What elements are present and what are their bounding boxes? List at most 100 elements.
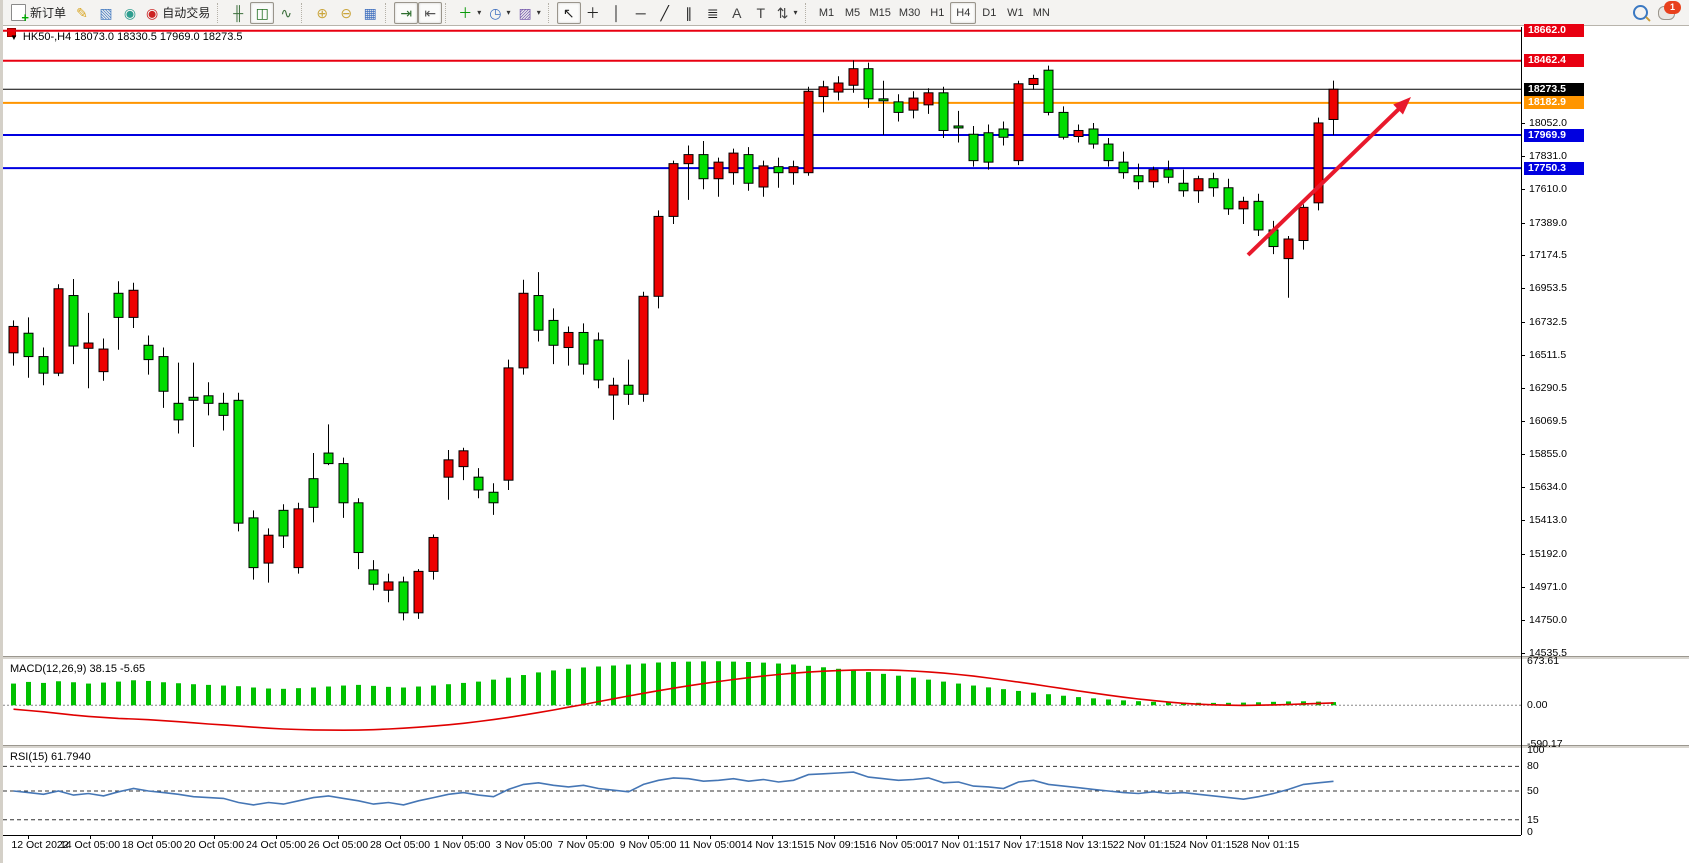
level-price-badge[interactable]: 18662.0 — [1524, 24, 1584, 38]
templates-button[interactable]: ▨ ▾ — [515, 2, 545, 24]
candle — [353, 498, 364, 570]
rsi-scale-label: 0 — [1527, 826, 1533, 838]
timeframe-m30-button[interactable]: M30 — [895, 2, 924, 24]
toolbar-group: ⇥ ⇤ — [394, 1, 443, 25]
chevron-down-icon: ▾ — [506, 8, 511, 17]
periods-button[interactable]: ◷ ▾ — [485, 2, 514, 24]
candlestick-chart-button[interactable]: ◫ — [250, 1, 275, 24]
price-tick-mark — [1521, 288, 1525, 290]
toolbar-separator — [445, 2, 451, 23]
candle — [458, 447, 469, 481]
arrows-button[interactable]: ⇅ ▾ — [773, 2, 802, 24]
timeframe-d1-button[interactable]: D1 — [976, 2, 1002, 24]
time-tick-label: 17 Nov 17:15 — [988, 839, 1052, 851]
crosshair-button[interactable]: ＋ — [581, 2, 605, 24]
candle — [1103, 138, 1114, 167]
time-tick-mark — [1020, 835, 1021, 839]
tile-windows-button[interactable]: ▦ — [358, 2, 382, 24]
timeframe-m5-button[interactable]: M5 — [840, 2, 866, 24]
timeframe-w1-button[interactable]: W1 — [1002, 2, 1028, 24]
pane-separator[interactable] — [3, 745, 1689, 748]
notifications-icon[interactable]: 1 — [1658, 0, 1681, 20]
timeframe-m15-button[interactable]: M15 — [866, 2, 895, 24]
new-chart-button[interactable]: ＋ ▾ — [454, 2, 485, 24]
timeframe-mn-button[interactable]: MN — [1028, 2, 1054, 24]
time-tick-mark — [400, 835, 401, 839]
time-tick-mark — [28, 835, 29, 839]
text-button[interactable]: A — [725, 2, 749, 24]
timeframe-m30-button-label: M30 — [898, 6, 921, 19]
candle — [113, 281, 124, 350]
time-tick-mark — [648, 835, 649, 839]
time-tick-mark — [276, 835, 277, 839]
candle — [1073, 124, 1084, 143]
candle — [323, 424, 334, 466]
timeframe-h4-button[interactable]: H4 — [950, 1, 977, 24]
time-tick-mark — [214, 835, 215, 839]
time-tick-mark — [524, 835, 525, 839]
time-tick-label: 20 Oct 05:00 — [183, 839, 245, 851]
candle — [128, 282, 139, 328]
timeframe-d1-button-label: D1 — [982, 6, 997, 19]
line-selection-marker-icon[interactable] — [7, 28, 16, 37]
auto-scroll-button[interactable]: ⇥ — [394, 1, 419, 24]
candle — [743, 147, 754, 191]
candle — [773, 157, 784, 188]
search-icon[interactable] — [1633, 5, 1648, 20]
zoom-out-button[interactable]: ⊖ — [334, 2, 358, 24]
price-tick-mark — [1521, 321, 1525, 323]
level-price-badge[interactable]: 18462.4 — [1524, 54, 1584, 68]
toolbar-separator — [547, 2, 554, 23]
toolbar-separator — [385, 2, 391, 23]
candle — [158, 347, 169, 408]
level-price-badge[interactable]: 17750.3 — [1524, 161, 1584, 175]
candle — [953, 110, 964, 143]
horizontal-line-button[interactable]: ─ — [629, 2, 653, 24]
candle — [398, 576, 409, 621]
candle — [1193, 175, 1204, 203]
market-watch-icon-button[interactable]: ◉ — [118, 2, 142, 24]
vertical-line-button[interactable]: │ — [605, 2, 629, 24]
level-price-badge[interactable]: 18182.9 — [1524, 96, 1584, 110]
autotrade-button[interactable]: ◉ 自动交易 — [142, 2, 214, 24]
new-order-button[interactable]: 新订单 — [7, 2, 70, 25]
toolbar-group: 新订单✎▧◉◉自动交易 — [7, 1, 214, 25]
chevron-down-icon: ▼ — [10, 32, 18, 42]
timeframe-h1-button[interactable]: H1 — [924, 2, 950, 24]
level-price-badge[interactable]: 17969.9 — [1524, 128, 1584, 142]
timeframe-m5-button-label: M5 — [844, 6, 861, 19]
price-tick-mark — [1521, 487, 1525, 489]
equidistant-channel-button[interactable]: ∥ — [677, 2, 701, 24]
new-chart-icon: ＋ — [458, 4, 473, 21]
trend-arrow[interactable] — [1246, 103, 1405, 257]
profiles-icon-button[interactable]: ▧ — [94, 2, 118, 24]
chart-shift-button[interactable]: ⇤ — [418, 1, 443, 24]
candle — [638, 291, 649, 402]
macd-signal-line — [13, 669, 1334, 732]
price-tick-mark — [1521, 453, 1525, 455]
toolbar-group: ╫ ◫ ∿ — [226, 1, 298, 25]
current-price-badge[interactable]: 18273.5 — [1524, 82, 1584, 96]
chisel-icon-button[interactable]: ✎ — [70, 2, 94, 24]
trendline-button[interactable]: ╱ — [653, 2, 677, 24]
price-tick-label: 16953.5 — [1529, 282, 1567, 295]
candle — [443, 450, 454, 500]
toolbar: 新订单✎▧◉◉自动交易╫◫∿⊕⊖▦⇥⇤＋▾◷▾▨▾↖＋│─╱∥≣AT⇅▾M1M5… — [3, 0, 1689, 26]
timeframe-m1-button[interactable]: M1 — [814, 2, 840, 24]
zoom-in-button[interactable]: ⊕ — [310, 2, 334, 24]
cursor-button[interactable]: ↖ — [556, 1, 581, 24]
pane-separator[interactable] — [3, 656, 1689, 659]
time-tick-mark — [152, 835, 153, 839]
bar-chart-button[interactable]: ╫ — [226, 2, 250, 24]
time-tick-mark — [896, 835, 897, 839]
candle — [998, 121, 1009, 146]
fibonacci-button[interactable]: ≣ — [701, 2, 725, 24]
price-tick-label: 17831.0 — [1529, 149, 1567, 162]
line-chart-button[interactable]: ∿ — [274, 2, 298, 24]
vertical-line-icon: │ — [612, 4, 622, 21]
time-tick-mark — [772, 835, 773, 839]
text-label-button[interactable]: T — [749, 2, 773, 24]
arrows-icon: ⇅ — [776, 4, 789, 21]
time-tick-mark — [462, 835, 463, 839]
candle — [728, 148, 739, 185]
